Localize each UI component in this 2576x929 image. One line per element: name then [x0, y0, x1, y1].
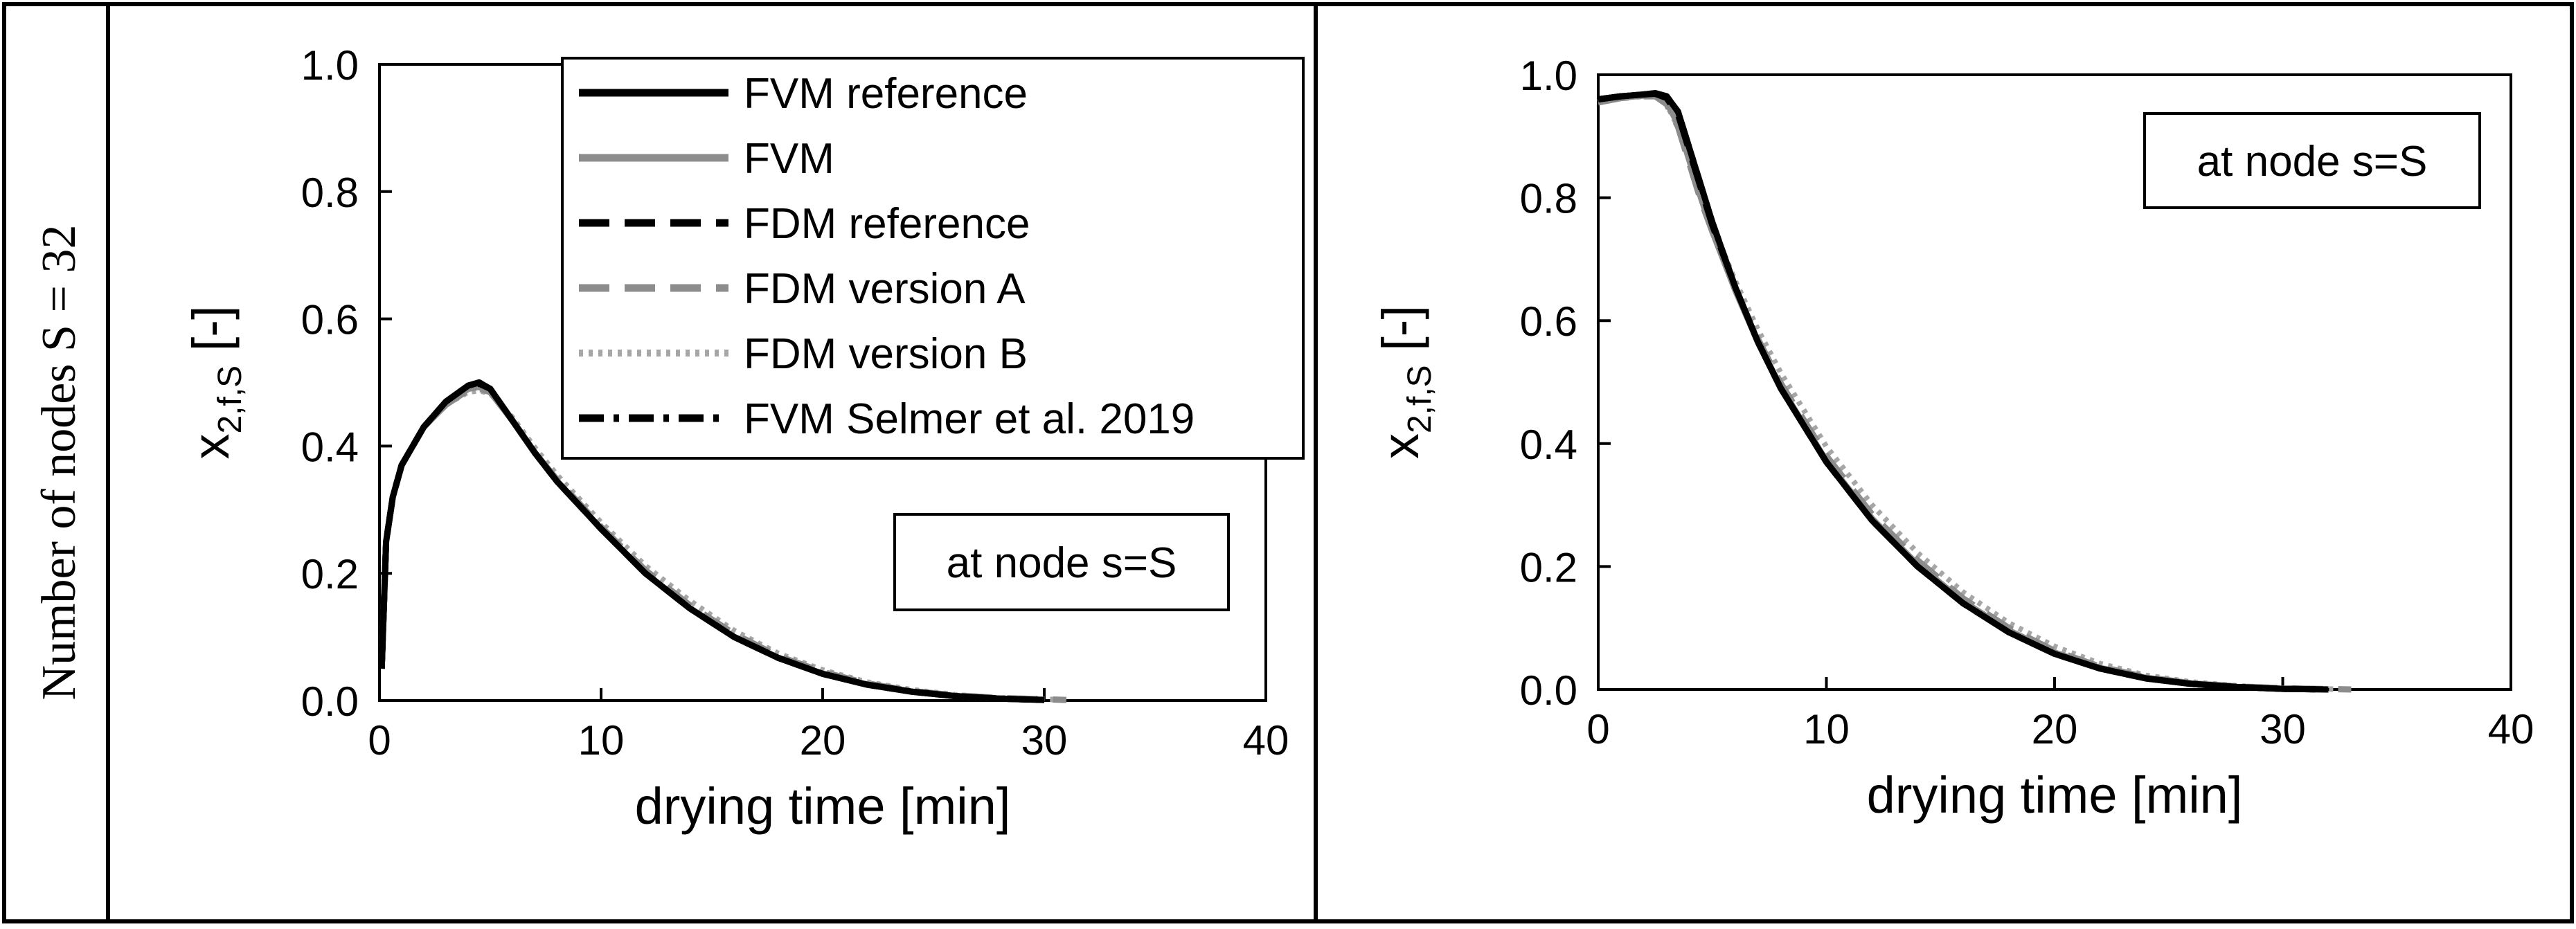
y-tick-label: 1.0: [301, 42, 359, 89]
y-axis-label: x2,f,S [-]: [1372, 305, 1438, 459]
annotation-text: at node s=S: [2197, 138, 2428, 186]
x-tick-label: 10: [1803, 706, 1850, 752]
x-axis-label: drying time [min]: [635, 777, 1011, 835]
y-tick-label: 0.2: [1520, 544, 1577, 590]
y-tick-label: 0.0: [301, 678, 359, 725]
annotation-text: at node s=S: [947, 539, 1177, 587]
y-tick-label: 0.4: [301, 424, 359, 470]
x-axis-label: drying time [min]: [1867, 766, 2243, 824]
legend-label: FVM: [744, 135, 834, 183]
y-tick-label: 0.8: [1520, 176, 1577, 222]
x-tick-label: 0: [1586, 706, 1609, 752]
chart-panel-right: 0.0 0.2 0.4 0.6 0.8 1.0 0 10 20 30 40 drying time […: [1372, 53, 2534, 824]
series-line-1: [378, 379, 1045, 703]
y-axis-label: x2,f,S [-]: [182, 305, 249, 459]
legend-box: [561, 57, 1305, 460]
y-tick-label: 1.0: [1520, 53, 1577, 99]
legend-label: FVM reference: [744, 70, 1028, 118]
x-tick-label: 30: [2260, 706, 2306, 752]
row-label: Number of nodes S = 32: [33, 225, 86, 701]
y-tick-label: 0.2: [301, 551, 359, 597]
y-tick-label: 0.0: [1520, 667, 1577, 714]
x-tick-label: 20: [800, 717, 846, 764]
y-tick-label: 0.8: [301, 170, 359, 216]
x-tick-label: 0: [368, 717, 391, 764]
legend-label: FDM version A: [744, 265, 1026, 313]
y-tick-label: 0.4: [1520, 422, 1577, 468]
x-tick-label: 10: [578, 717, 625, 764]
x-tick-label: 40: [2488, 706, 2534, 752]
annotation-box: [2143, 112, 2481, 209]
y-tick-label: 0.6: [301, 297, 359, 343]
annotation-box: [893, 513, 1230, 611]
series-line-1: [1598, 90, 2329, 693]
x-tick-label: 40: [1243, 717, 1289, 764]
legend-label: FDM reference: [744, 200, 1030, 248]
legend-label: FDM version B: [744, 330, 1028, 378]
x-tick-label: 20: [2032, 706, 2078, 752]
y-tick-label: 0.6: [1520, 298, 1577, 345]
x-tick-label: 30: [1021, 717, 1068, 764]
legend-label: FVM Selmer et al. 2019: [744, 395, 1195, 443]
chart-panel-left: 0.0 0.2 0.4 0.6 0.8 1.0 0 10 20 30 40 drying time […: [182, 42, 1289, 835]
legend: FVM reference FVM FDM reference FDM version…: [561, 57, 1305, 460]
